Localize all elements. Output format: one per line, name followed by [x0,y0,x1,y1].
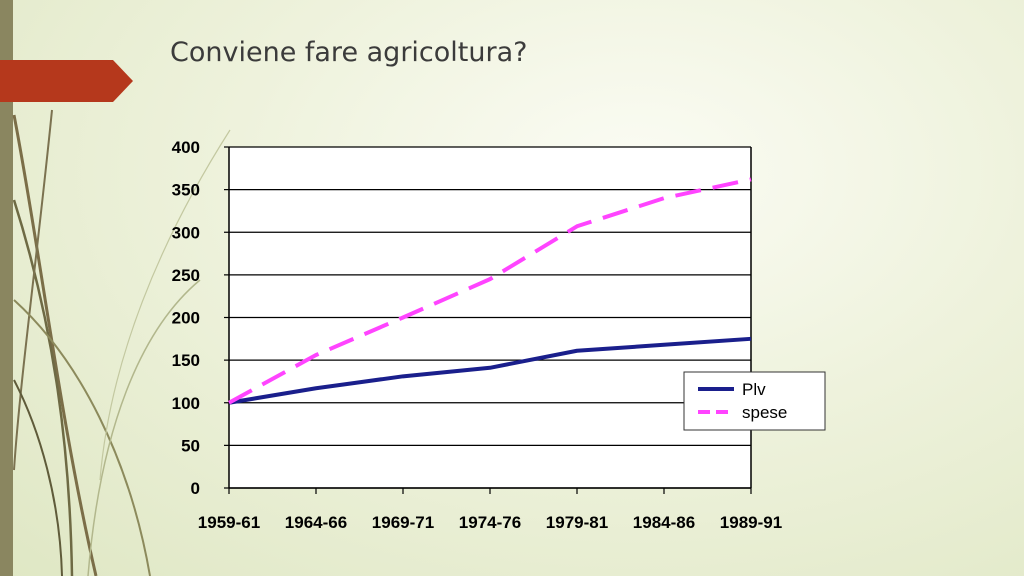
title-arrow-marker [0,60,133,102]
x-tick-label: 1964-66 [285,513,347,532]
series-line-plv [228,336,752,405]
series-layer [228,177,752,405]
x-tick-label: 1989-91 [720,513,782,532]
y-tick-label: 250 [172,266,200,285]
x-tick-label: 1974-76 [459,513,521,532]
y-tick-label: 150 [172,351,200,370]
y-tick-label: 350 [172,181,200,200]
left-accent-bar [0,0,13,576]
slide-title: Conviene fare agricoltura? [170,37,528,68]
y-axis-ticks: 0 50 100 150 200 250 300 350 400 [172,138,229,498]
y-tick-label: 200 [172,309,200,328]
x-tick-label: 1979-81 [546,513,608,532]
x-tick-label: 1984-86 [633,513,695,532]
x-tick-label: 1959-61 [198,513,260,532]
x-tick-label: 1969-71 [372,513,434,532]
y-tick-label: 50 [181,436,200,455]
y-tick-label: 400 [172,138,200,157]
x-axis-ticks: 1959-61 1964-66 1969-71 1974-76 1979-81 1984-… [198,488,782,532]
legend-label-spese: spese [742,403,787,422]
legend-box [683,371,826,431]
y-tick-label: 300 [172,223,200,242]
y-tick-label: 0 [191,479,200,498]
series-line-spese [228,177,752,405]
y-tick-label: 100 [172,394,200,413]
legend-label-plv: Plv [742,380,766,399]
legend: Plv spese [683,371,826,431]
